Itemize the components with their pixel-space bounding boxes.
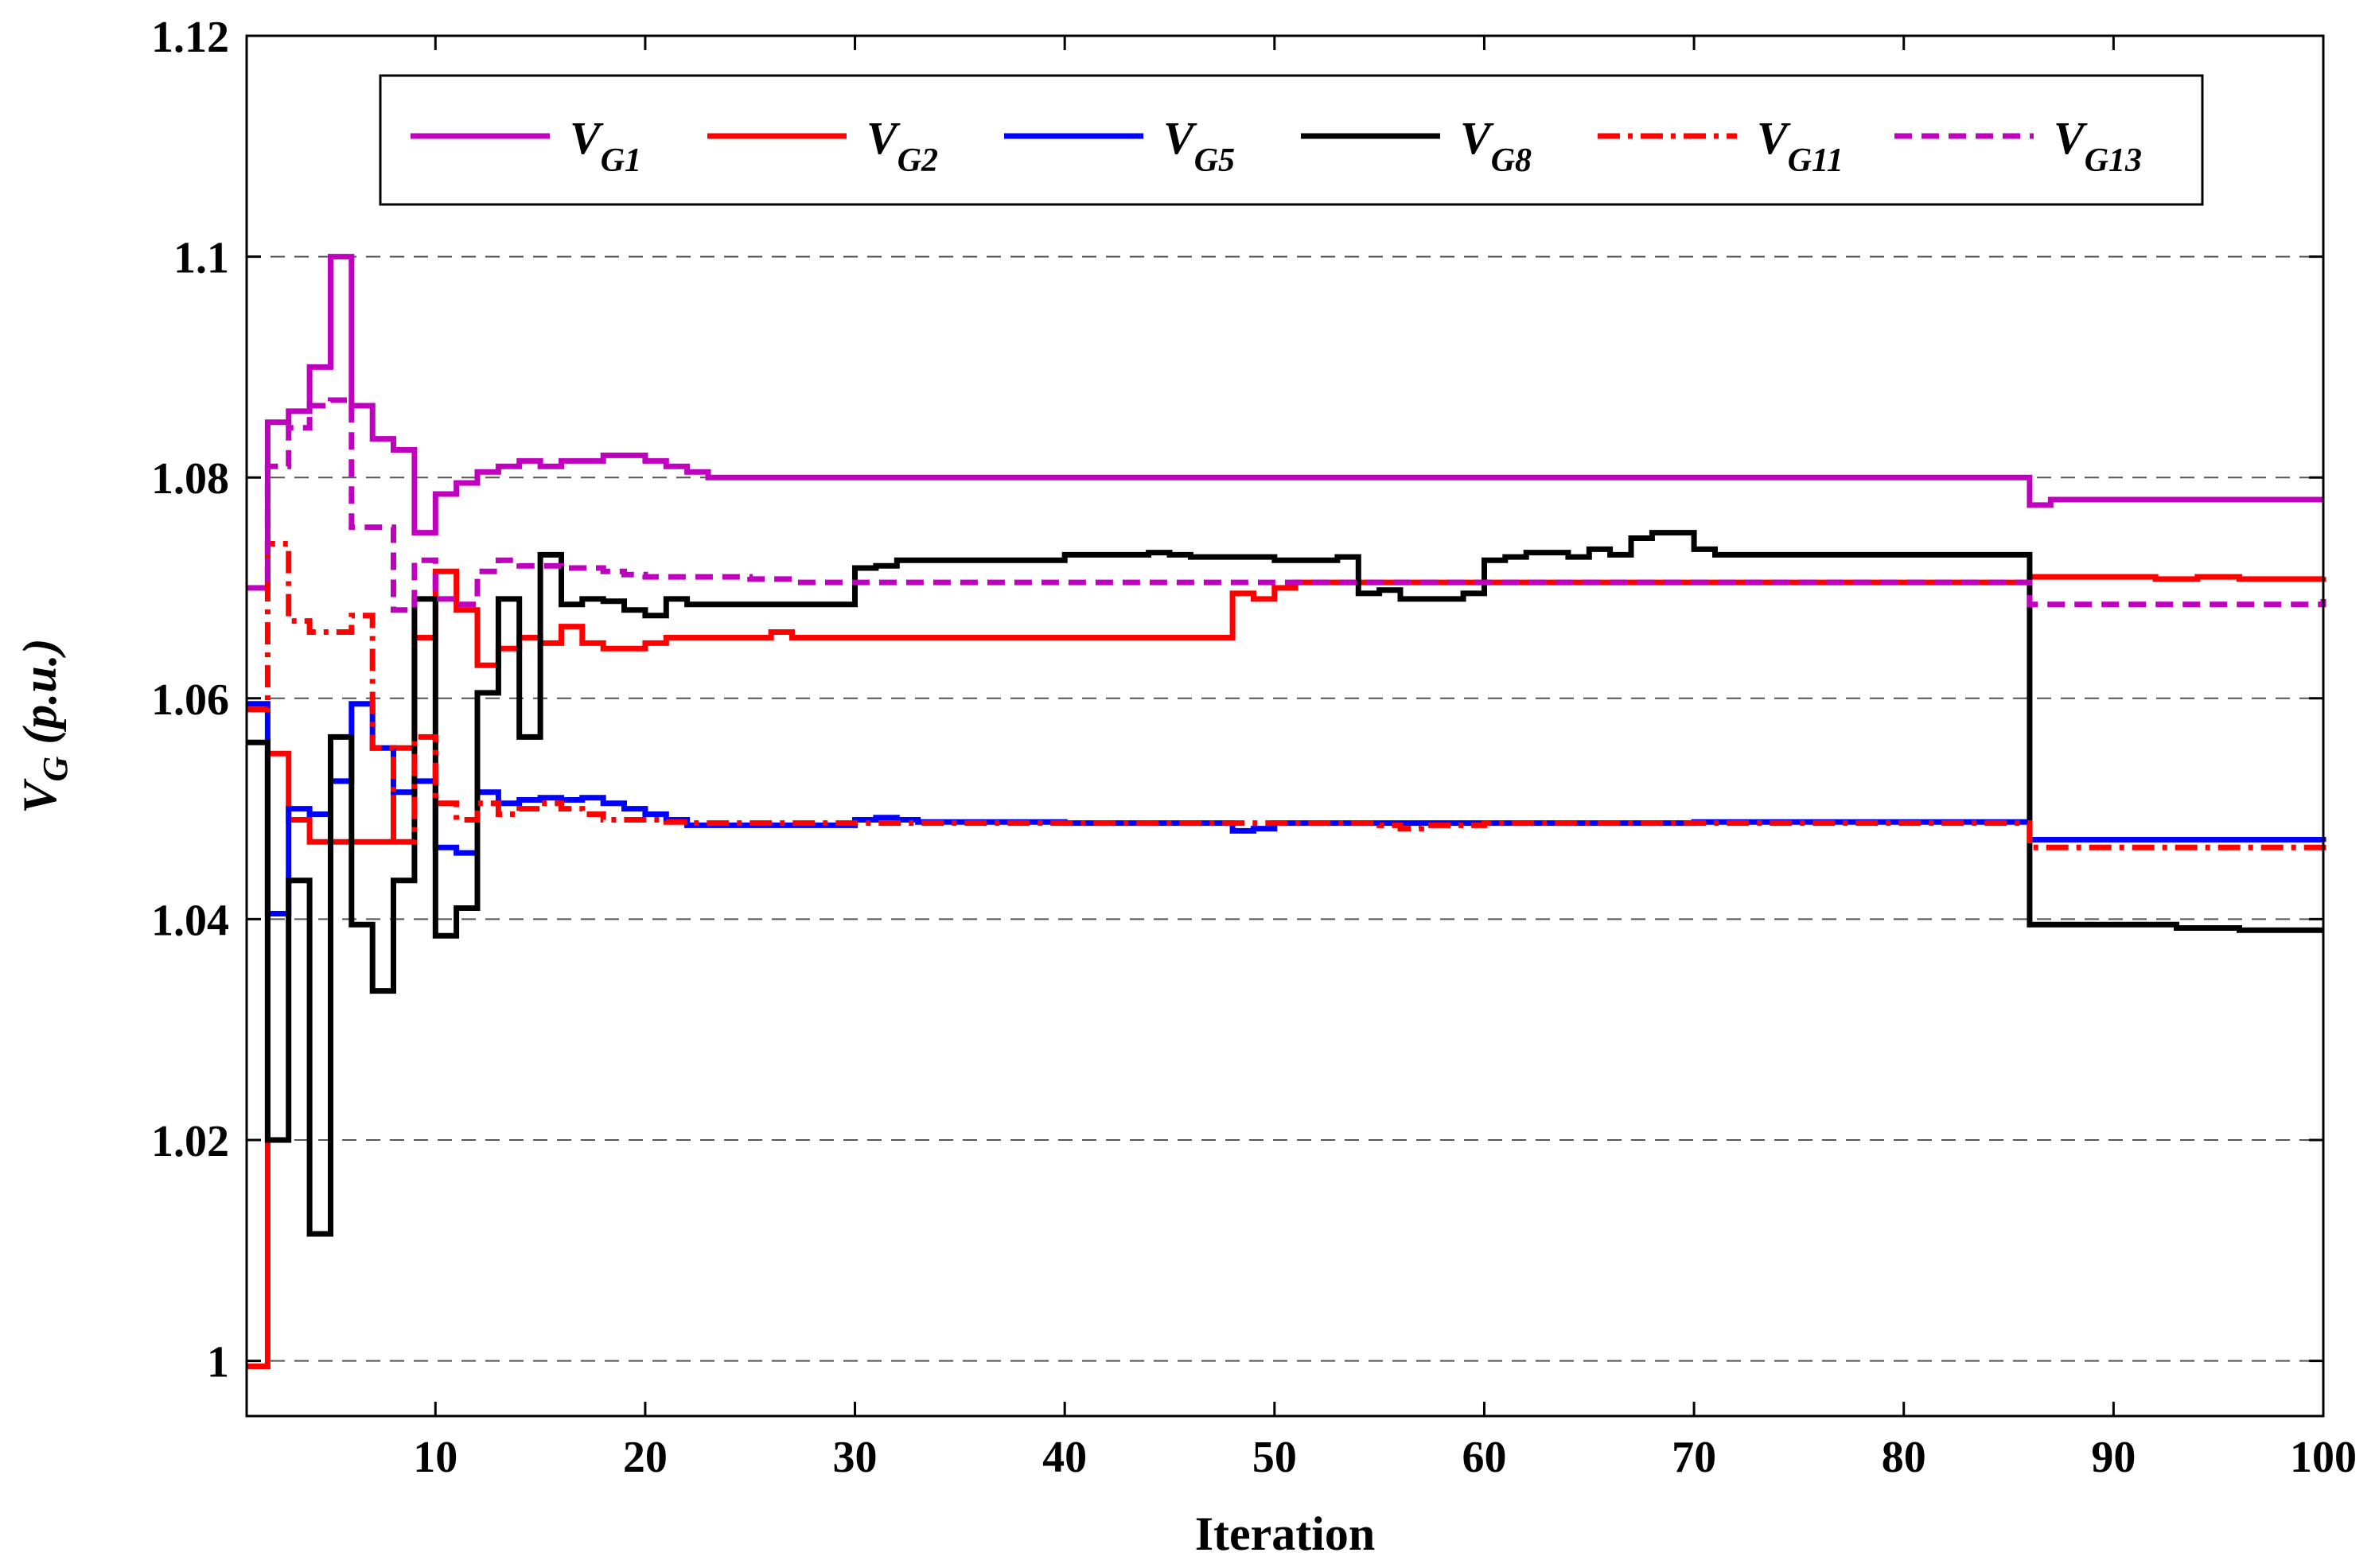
y-tick-label: 1.02 (151, 1117, 229, 1166)
legend-label-g13: VG13 (2054, 112, 2142, 179)
x-tick-label: 20 (623, 1433, 668, 1482)
y-tick-label: 1.06 (151, 675, 229, 725)
y-axis: 1 1.02 1.04 1.06 1.08 1.1 1.12 (151, 13, 2323, 1387)
x-tick-label: 70 (1672, 1433, 1716, 1482)
x-tick-label: 60 (1462, 1433, 1506, 1482)
legend-box (379, 74, 2204, 206)
series-line-g13 (247, 397, 2326, 613)
series-line-g8 (247, 530, 2323, 1237)
y-tick-label: 1.08 (151, 454, 229, 504)
y-tick-label: 1 (207, 1338, 229, 1387)
legend-label-g11: VG11 (1757, 112, 1844, 179)
x-tick-label: 50 (1252, 1433, 1297, 1482)
x-tick-label: 30 (833, 1433, 878, 1482)
y-tick-label: 1.04 (151, 896, 229, 945)
series-line-g5 (247, 701, 2326, 916)
y-tick-label: 1.12 (151, 13, 229, 62)
legend: VG1 VG2 VG5 VG8 VG11 VG13 (379, 74, 2204, 206)
y-axis-title-unit: (p.u.) (14, 638, 66, 756)
x-tick-label: 90 (2091, 1433, 2136, 1482)
series-line-g11 (247, 541, 2326, 851)
legend-label-g2: VG2 (866, 112, 938, 179)
x-tick-label: 10 (413, 1433, 458, 1482)
x-tick-label: 40 (1042, 1433, 1087, 1482)
legend-label-g5: VG5 (1163, 112, 1235, 179)
legend-label-g8: VG8 (1460, 112, 1532, 179)
legend-label-g1: VG1 (570, 112, 641, 179)
x-axis: 10 20 30 40 50 60 70 80 90 100 (413, 36, 2357, 1482)
plot-frame (245, 34, 2325, 1418)
plot-series (247, 254, 2326, 1369)
y-axis-title: VG (p.u.) (14, 638, 75, 813)
series-line-g1 (247, 254, 2323, 591)
x-tick-label: 80 (1882, 1433, 1926, 1482)
y-axis-title-symbol: V (14, 778, 66, 814)
svg-text:VG (p.u.): VG (p.u.) (14, 638, 75, 813)
x-axis-title: Iteration (1195, 1508, 1376, 1560)
y-axis-title-subscript: G (36, 757, 75, 782)
y-tick-label: 1.1 (173, 234, 229, 283)
x-tick-label: 100 (2290, 1433, 2357, 1482)
